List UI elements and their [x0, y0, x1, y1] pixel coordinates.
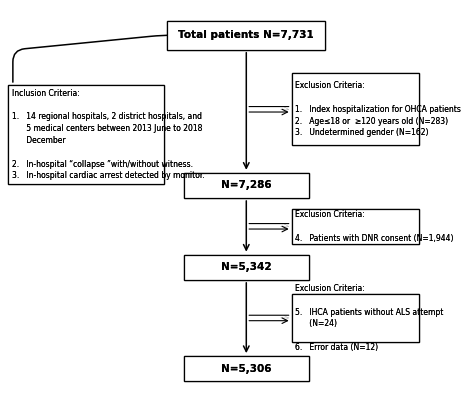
FancyBboxPatch shape — [183, 255, 309, 280]
Text: N=5,306: N=5,306 — [221, 364, 272, 374]
Text: N=7,286: N=7,286 — [221, 180, 272, 190]
Text: Total patients N=7,731: Total patients N=7,731 — [178, 30, 314, 40]
FancyBboxPatch shape — [183, 173, 309, 198]
FancyBboxPatch shape — [183, 173, 309, 198]
FancyBboxPatch shape — [183, 356, 309, 381]
FancyBboxPatch shape — [292, 294, 419, 342]
Text: Inclusion Criteria:

1.   14 regional hospitals, 2 district hospitals, and
     : Inclusion Criteria: 1. 14 regional hospi… — [12, 89, 205, 180]
FancyBboxPatch shape — [183, 255, 309, 280]
Text: N=5,342: N=5,342 — [221, 262, 272, 272]
FancyBboxPatch shape — [292, 294, 419, 342]
Text: Total patients N=7,731: Total patients N=7,731 — [178, 30, 314, 40]
Text: Exclusion Criteria:

4.   Patients with DNR consent (N=1,944): Exclusion Criteria: 4. Patients with DNR… — [295, 210, 454, 243]
FancyBboxPatch shape — [292, 73, 419, 145]
FancyBboxPatch shape — [167, 21, 325, 50]
FancyBboxPatch shape — [292, 209, 419, 244]
Text: N=5,306: N=5,306 — [221, 364, 272, 374]
FancyBboxPatch shape — [292, 73, 419, 145]
FancyBboxPatch shape — [8, 85, 164, 184]
Text: Exclusion Criteria:

4.   Patients with DNR consent (N=1,944): Exclusion Criteria: 4. Patients with DNR… — [295, 210, 454, 243]
FancyArrowPatch shape — [13, 28, 181, 82]
Text: Exclusion Criteria:

1.   Index hospitalization for OHCA patients
2.   Age≤18 or: Exclusion Criteria: 1. Index hospitaliza… — [295, 81, 461, 137]
FancyBboxPatch shape — [292, 209, 419, 244]
FancyBboxPatch shape — [8, 85, 164, 184]
Text: Inclusion Criteria:

1.   14 regional hospitals, 2 district hospitals, and
     : Inclusion Criteria: 1. 14 regional hospi… — [12, 89, 205, 180]
FancyBboxPatch shape — [167, 21, 325, 50]
Text: Exclusion Criteria:

1.   Index hospitalization for OHCA patients
2.   Age≤18 or: Exclusion Criteria: 1. Index hospitaliza… — [295, 81, 461, 137]
Text: N=7,286: N=7,286 — [221, 180, 272, 190]
FancyBboxPatch shape — [183, 356, 309, 381]
Text: Exclusion Criteria:

5.   IHCA patients without ALS attempt
      (N=24)

6.   E: Exclusion Criteria: 5. IHCA patients wit… — [295, 284, 444, 352]
Text: Exclusion Criteria:

5.   IHCA patients without ALS attempt
      (N=24)

6.   E: Exclusion Criteria: 5. IHCA patients wit… — [295, 284, 444, 352]
Text: N=5,342: N=5,342 — [221, 262, 272, 272]
